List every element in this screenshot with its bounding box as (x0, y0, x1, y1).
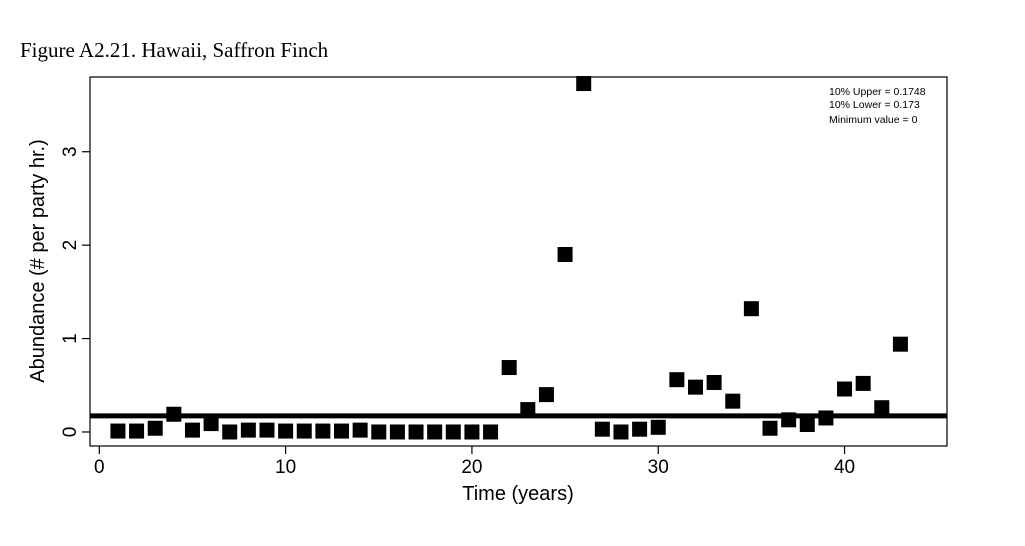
x-tick-label: 10 (275, 457, 296, 478)
stats-annotation: 10% Upper = 0.1748 10% Lower = 0.173 Min… (829, 86, 926, 126)
annotation-minimum: Minimum value = 0 (829, 114, 918, 126)
data-point (240, 422, 256, 438)
data-point (371, 424, 387, 440)
y-tick-label: 3 (60, 146, 81, 157)
data-point (594, 421, 610, 437)
data-point (445, 424, 461, 440)
data-point (557, 246, 573, 262)
data-point (389, 424, 405, 440)
data-point (278, 423, 294, 439)
data-point (147, 420, 163, 436)
x-tick-label: 0 (94, 457, 105, 478)
data-point (576, 76, 592, 92)
data-point (352, 422, 368, 438)
y-tick-label: 1 (60, 333, 81, 344)
data-point (855, 375, 871, 391)
data-point (632, 421, 648, 437)
data-point (464, 424, 480, 440)
data-point (203, 416, 219, 432)
data-point (110, 423, 126, 439)
data-point (315, 423, 331, 439)
data-point (501, 360, 517, 376)
data-point (427, 424, 443, 440)
data-point (892, 336, 908, 352)
data-point (483, 424, 499, 440)
plot-frame (89, 76, 948, 447)
x-tick-label: 40 (834, 457, 855, 478)
data-point (706, 374, 722, 390)
data-point (669, 372, 685, 388)
data-point (520, 402, 536, 418)
data-point (184, 422, 200, 438)
data-point (799, 417, 815, 433)
data-point (334, 423, 350, 439)
annotation-lower: 10% Lower = 0.173 (829, 99, 920, 111)
y-axis-label: Abundance (# per party hr.) (27, 139, 49, 382)
data-point (129, 423, 145, 439)
data-point (725, 393, 741, 409)
y-tick-label: 2 (60, 240, 81, 251)
data-point (762, 420, 778, 436)
figure-caption: Figure A2.21. Hawaii, Saffron Finch (20, 38, 329, 62)
data-point (296, 423, 312, 439)
annotation-upper: 10% Upper = 0.1748 (829, 86, 926, 98)
data-point (687, 379, 703, 395)
data-point (222, 424, 238, 440)
data-point (538, 387, 554, 403)
data-point (650, 419, 666, 435)
x-tick-label: 20 (461, 457, 482, 478)
data-point (743, 301, 759, 317)
data-point (837, 381, 853, 397)
data-point (259, 422, 275, 438)
y-tick-label: 0 (60, 427, 81, 438)
data-point (874, 400, 890, 416)
x-tick-label: 30 (648, 457, 669, 478)
data-point (613, 424, 629, 440)
x-axis-label: Time (years) (462, 483, 573, 505)
data-point (408, 424, 424, 440)
